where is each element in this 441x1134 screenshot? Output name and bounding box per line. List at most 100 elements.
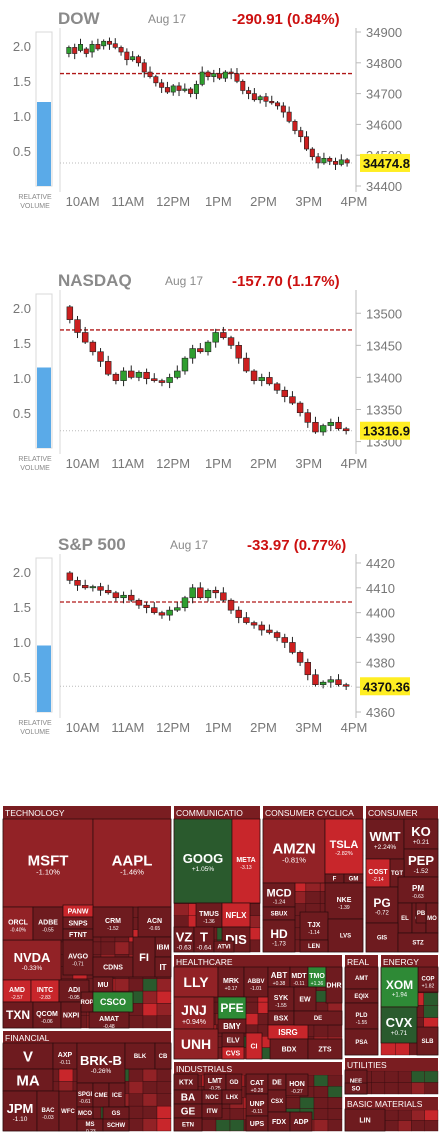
stock-tile-unh[interactable]: UNH [173,1028,219,1060]
stock-tile-so[interactable]: SO [344,1082,368,1095]
stock-tile-bmy[interactable]: BMY [217,1018,247,1034]
stock-tile-snps[interactable]: SNPS [62,916,94,930]
stock-tile-aapl[interactable]: AAPL-1.46% [92,818,172,908]
stock-tile-fi[interactable]: FI [132,936,156,978]
stock-tile-pm[interactable]: PM-0.63 [397,876,439,904]
stock-tile-mrk[interactable]: MRK+0.17 [217,966,245,998]
stock-tile-blk[interactable]: BLK [124,1042,156,1070]
stock-tile-cb[interactable]: CB [154,1042,172,1070]
stock-tile-pep[interactable]: PEP-1.52 [403,848,439,878]
stock-tile-nflx[interactable]: NFLX [221,902,251,928]
stock-tile-goog[interactable]: GOOG+1.05% [173,818,233,904]
stock-tile-pb[interactable]: PB [415,902,427,924]
stock-tile-lhx[interactable]: LHX [221,1089,243,1105]
stock-tile-nke[interactable]: NKE-1.39 [324,882,364,920]
stock-tile-spgi[interactable]: SPGI-0.61 [76,1082,94,1108]
stock-tile-adp[interactable]: ADP [289,1111,313,1132]
stock-tile-intc[interactable]: INTC-2.83 [30,979,60,1003]
stock-tile-lin[interactable]: LIN [344,1108,386,1132]
sector-consumer[interactable]: CONSUMERWMT+2.24%KO+0.21PEP-1.52COST-2.1… [365,806,439,953]
stock-tile-it[interactable]: IT [154,956,172,978]
stock-tile-syk[interactable]: SYK-1.55 [267,986,295,1012]
stock-tile-acn[interactable]: ACN-0.65 [137,906,172,938]
stock-tile-gd[interactable]: GD [225,1073,243,1091]
sector-technology[interactable]: TECHNOLOGYMSFT-1.10%AAPL-1.46%NVDA-0.33%… [2,806,172,1030]
stock-tile-atvi[interactable]: ATVI [213,940,235,953]
stock-tile-len[interactable]: LEN [299,939,329,953]
stock-tile-unp[interactable]: UNP-0.11 [245,1093,269,1117]
stock-tile-ba[interactable]: BA [173,1089,203,1105]
stock-tile-ko[interactable]: KO+0.21 [403,818,439,850]
stock-tile-cat[interactable]: CAT+0.28 [245,1073,269,1095]
stock-tile-panw[interactable]: PANW [62,904,94,918]
stock-tile-fdx[interactable]: FDX [267,1111,291,1132]
stock-tile-elv[interactable]: ELV [221,1032,245,1048]
stock-tile-csco[interactable]: CSCO [92,991,134,1013]
stock-tile-tsla[interactable]: TSLA-2.82% [324,818,364,875]
stock-tile-wmt[interactable]: WMT+2.24% [365,818,405,860]
stock-tile-cop[interactable]: COP+1.82 [417,966,439,993]
stock-tile-rop[interactable]: ROP [80,991,94,1013]
stock-tile-tjx[interactable]: TJX-1.14 [299,911,329,941]
stock-tile-mo[interactable]: MO [425,902,439,934]
stock-tile-hon[interactable]: HON-0.27 [285,1073,309,1097]
stock-tile-amd[interactable]: AMD-2.57 [2,979,32,1003]
stock-tile-nxpi[interactable]: NXPI [60,1001,82,1029]
stock-tile-mcd[interactable]: MCD-1.24 [262,882,296,908]
stock-tile-stz[interactable]: STZ [397,932,439,953]
stock-tile-etn[interactable]: ETN [173,1117,203,1132]
stock-tile-itw[interactable]: ITW [201,1103,223,1119]
stock-tile-cvs[interactable]: CVS [221,1046,245,1060]
stock-tile-ma[interactable]: MA [2,1068,54,1092]
sector-communicatio[interactable]: COMMUNICATIOGOOG+1.05%META-3.13TMUS-1.36… [173,806,261,953]
stock-tile-bsx[interactable]: BSX [267,1010,295,1026]
stock-tile-orcl[interactable]: ORCL-0.40% [2,906,34,941]
stock-tile-wfc[interactable]: WFC [58,1090,78,1132]
stock-tile-xom[interactable]: XOM+1.94 [380,966,419,1008]
stock-tile-nvda[interactable]: NVDA-0.33% [2,939,62,981]
stock-tile-qcom[interactable]: QCOM-0.06 [32,1001,62,1029]
stock-tile-dhr[interactable]: DHR [325,966,343,1004]
stock-tile-pfe[interactable]: PFE [217,996,247,1020]
stock-tile-msft[interactable]: MSFT-1.10% [2,818,94,908]
stock-tile-ktx[interactable]: KTX [173,1073,199,1091]
stock-tile-mu[interactable]: MU [92,976,114,993]
stock-tile-de[interactable]: DE [293,1010,343,1026]
stock-tile-mco[interactable]: MCO [76,1106,94,1120]
sector-real[interactable]: REAL AMT EQIX PLD-1.55 PSA [344,955,379,1056]
stock-tile-cdns[interactable]: CDNS [92,956,134,978]
sector-basic-materials[interactable]: BASIC MATERIALS LIN [344,1097,439,1132]
stock-tile-ups[interactable]: UPS [245,1115,269,1132]
stock-tile-ci[interactable]: CI [245,1032,263,1060]
stock-tile-meta[interactable]: META-3.13 [231,818,261,904]
stock-tile-brk-b[interactable]: BRK-B-0.26% [76,1042,126,1084]
stock-tile-cvx[interactable]: CVX+0.71 [380,1006,418,1044]
stock-tile-amt[interactable]: AMT [344,966,379,990]
stock-tile-tmus[interactable]: TMUS-1.36 [195,902,223,928]
stock-tile-lmt[interactable]: LMT-0.25 [203,1073,227,1092]
stock-tile-jnj[interactable]: JNJ+0.94% [173,996,215,1030]
stock-tile-bac[interactable]: BAC-0.03 [36,1090,60,1132]
stock-tile-f[interactable]: F [324,873,345,884]
stock-tile-gs[interactable]: GS [102,1106,130,1120]
stock-tile-adbe[interactable]: ADBE-0.55 [32,906,64,941]
stock-tile-lly[interactable]: LLY [173,966,219,998]
stock-tile-bdx[interactable]: BDX [269,1038,309,1060]
stock-tile-ice[interactable]: ICE [108,1082,126,1108]
stock-tile-ftnt[interactable]: FTNT [62,928,94,941]
stock-tile-sbux[interactable]: SBUX [262,906,296,921]
stock-tile-txn[interactable]: TXN [2,1001,34,1029]
stock-tile-ew[interactable]: EW [293,986,317,1012]
stock-tile-cost[interactable]: COST-2.14 [365,858,391,888]
stock-tile-tmo[interactable]: TMO+1.36 [307,966,327,988]
stock-tile-ge[interactable]: GE [173,1103,203,1119]
stock-tile-de[interactable]: DE [267,1073,287,1091]
stock-tile-crm[interactable]: CRM-1.52 [92,906,134,938]
stock-tile-v[interactable]: V [2,1042,54,1070]
stock-tile-avgo[interactable]: AVGO-0.71 [62,939,94,976]
stock-tile-jpm[interactable]: JPM-1.10 [2,1090,38,1132]
stock-tile-lvs[interactable]: LVS [327,918,364,953]
stock-tile-slb[interactable]: SLB [416,1026,439,1056]
